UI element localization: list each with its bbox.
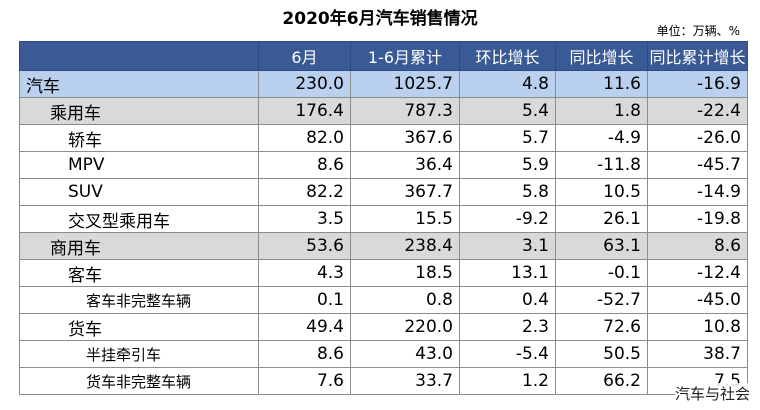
row-label: 乘用车 xyxy=(19,97,259,125)
table-cell: 230.0 xyxy=(258,70,351,98)
table-cell: 50.5 xyxy=(555,340,648,368)
watermark: 汽车与社会 xyxy=(674,383,750,404)
table-cell: 18.5 xyxy=(350,259,460,287)
table-row: 货车 49.4 220.0 2.3 72.6 10.8 xyxy=(19,313,748,341)
table-cell: 72.6 xyxy=(555,313,648,341)
table-cell: 82.2 xyxy=(258,178,351,206)
row-label: MPV xyxy=(19,151,259,179)
table-cell: 367.6 xyxy=(350,124,460,152)
table-cell: 1.2 xyxy=(459,367,556,395)
table-cell: 53.6 xyxy=(258,232,351,260)
table-cell: 2.3 xyxy=(459,313,556,341)
sales-table: 6月 1-6月累计 环比增长 同比增长 同比累计增长 汽车 230.0 1025.7… xyxy=(19,41,748,395)
row-label: 交叉型乘用车 xyxy=(19,205,259,233)
table-cell: 220.0 xyxy=(350,313,460,341)
table-cell: 3.5 xyxy=(258,205,351,233)
table-cell: -4.9 xyxy=(555,124,648,152)
table-cell: -26.0 xyxy=(647,124,748,152)
column-header: 环比增长 xyxy=(459,41,556,71)
table-cell: -52.7 xyxy=(555,286,648,314)
table-cell: 10.8 xyxy=(647,313,748,341)
table-cell: 8.6 xyxy=(258,151,351,179)
table-cell: -9.2 xyxy=(459,205,556,233)
table-cell: -22.4 xyxy=(647,97,748,125)
table-cell: 8.6 xyxy=(258,340,351,368)
row-label: 货车 xyxy=(19,313,259,341)
table-cell: 787.3 xyxy=(350,97,460,125)
table-cell: 0.8 xyxy=(350,286,460,314)
table-row: 轿车 82.0 367.6 5.7 -4.9 -26.0 xyxy=(19,124,748,152)
table-cell: 13.1 xyxy=(459,259,556,287)
table-cell: -14.9 xyxy=(647,178,748,206)
row-label: 客车非完整车辆 xyxy=(19,286,259,314)
column-header: 同比增长 xyxy=(555,41,648,71)
table-cell: -45.7 xyxy=(647,151,748,179)
table-row: 乘用车 176.4 787.3 5.4 1.8 -22.4 xyxy=(19,97,748,125)
table-cell: 0.1 xyxy=(258,286,351,314)
table-cell: 15.5 xyxy=(350,205,460,233)
table-cell: 8.6 xyxy=(647,232,748,260)
table-row: 汽车 230.0 1025.7 4.8 11.6 -16.9 xyxy=(19,70,748,98)
table-header-row: 6月 1-6月累计 环比增长 同比增长 同比累计增长 xyxy=(19,41,748,71)
column-header: 同比累计增长 xyxy=(647,41,748,71)
table-row: 客车非完整车辆 0.1 0.8 0.4 -52.7 -45.0 xyxy=(19,286,748,314)
table-cell: 5.7 xyxy=(459,124,556,152)
table-cell: 82.0 xyxy=(258,124,351,152)
row-label: 货车非完整车辆 xyxy=(19,367,259,395)
table-cell: 43.0 xyxy=(350,340,460,368)
table-cell: 4.3 xyxy=(258,259,351,287)
row-label: 半挂牵引车 xyxy=(19,340,259,368)
table-cell: -11.8 xyxy=(555,151,648,179)
table-cell: 176.4 xyxy=(258,97,351,125)
unit-label: 单位：万辆、% xyxy=(656,24,740,38)
table-cell: 5.9 xyxy=(459,151,556,179)
table-cell: 1.8 xyxy=(555,97,648,125)
row-label: 客车 xyxy=(19,259,259,287)
table-cell: 5.8 xyxy=(459,178,556,206)
row-label: 商用车 xyxy=(19,232,259,260)
table-cell: 238.4 xyxy=(350,232,460,260)
table-cell: 0.4 xyxy=(459,286,556,314)
table-cell: -45.0 xyxy=(647,286,748,314)
row-label: 汽车 xyxy=(19,70,259,98)
table-row: MPV 8.6 36.4 5.9 -11.8 -45.7 xyxy=(19,151,748,179)
table-cell: 36.4 xyxy=(350,151,460,179)
table-cell: -16.9 xyxy=(647,70,748,98)
table-row: 客车 4.3 18.5 13.1 -0.1 -12.4 xyxy=(19,259,748,287)
table-cell: 4.8 xyxy=(459,70,556,98)
row-label: SUV xyxy=(19,178,259,206)
table-cell: 38.7 xyxy=(647,340,748,368)
table-cell: -19.8 xyxy=(647,205,748,233)
row-label: 轿车 xyxy=(19,124,259,152)
table-row: 商用车 53.6 238.4 3.1 63.1 8.6 xyxy=(19,232,748,260)
column-header: 6月 xyxy=(258,41,351,71)
table-cell: 63.1 xyxy=(555,232,648,260)
table-cell: 66.2 xyxy=(555,367,648,395)
table-row: 半挂牵引车 8.6 43.0 -5.4 50.5 38.7 xyxy=(19,340,748,368)
table-cell: 7.6 xyxy=(258,367,351,395)
table-cell: 1025.7 xyxy=(350,70,460,98)
table-cell: 49.4 xyxy=(258,313,351,341)
column-header: 1-6月累计 xyxy=(350,41,460,71)
page-title: 2020年6月汽车销售情况 xyxy=(282,9,478,29)
table-row: SUV 82.2 367.7 5.8 10.5 -14.9 xyxy=(19,178,748,206)
column-header xyxy=(19,41,259,71)
table-cell: 26.1 xyxy=(555,205,648,233)
table-row: 交叉型乘用车 3.5 15.5 -9.2 26.1 -19.8 xyxy=(19,205,748,233)
table-row: 货车非完整车辆 7.6 33.7 1.2 66.2 7.5 xyxy=(19,367,748,395)
table-cell: 11.6 xyxy=(555,70,648,98)
table-cell: 10.5 xyxy=(555,178,648,206)
table-cell: 5.4 xyxy=(459,97,556,125)
table-body: 汽车 230.0 1025.7 4.8 11.6 -16.9 乘用车 176.4 787.3 5.… xyxy=(19,70,748,395)
table-cell: -5.4 xyxy=(459,340,556,368)
table-cell: -12.4 xyxy=(647,259,748,287)
table-cell: 33.7 xyxy=(350,367,460,395)
table-cell: -0.1 xyxy=(555,259,648,287)
table-cell: 3.1 xyxy=(459,232,556,260)
table-cell: 367.7 xyxy=(350,178,460,206)
